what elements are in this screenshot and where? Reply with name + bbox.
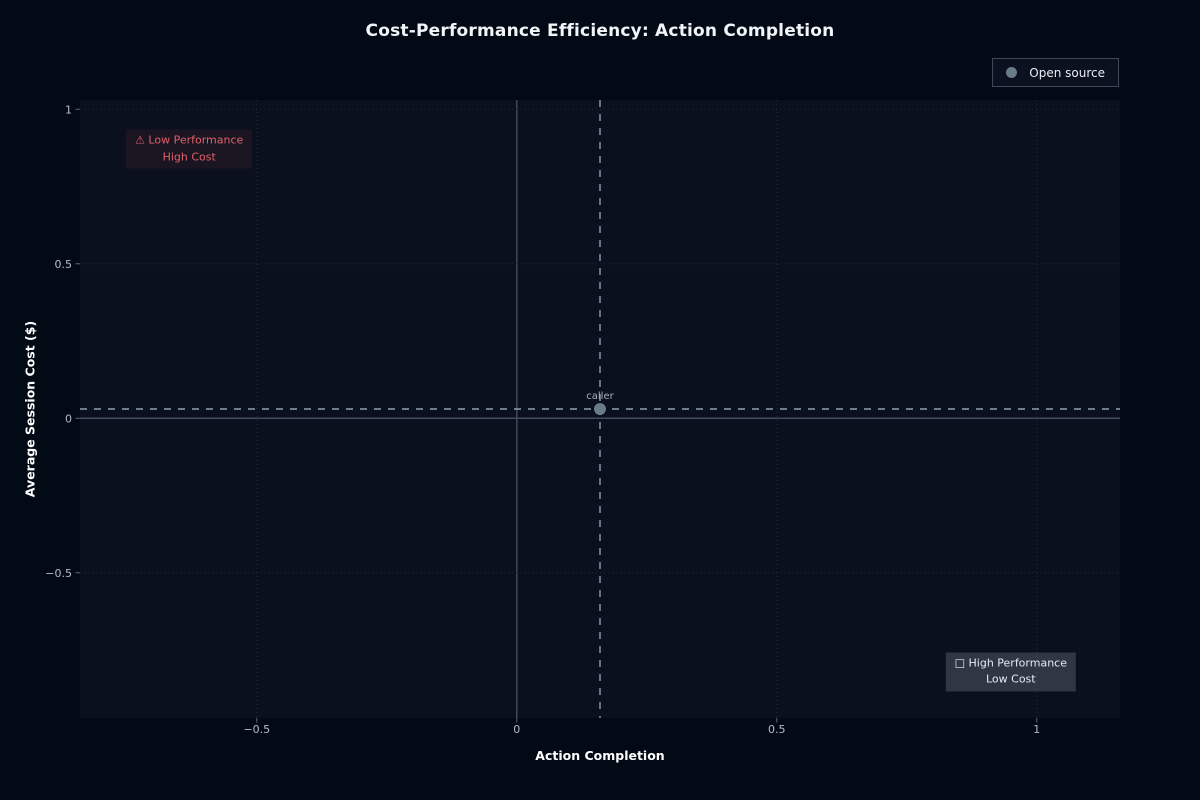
annotation-text: Low Cost xyxy=(985,672,1036,686)
legend-entry: Open source xyxy=(1006,66,1105,80)
x-tick-label: 0.5 xyxy=(768,723,786,736)
annotation-text: High Cost xyxy=(162,150,216,164)
warning-icon: ⚠ xyxy=(135,133,145,147)
annotation-text: High Performance xyxy=(965,656,1067,670)
data-point-caller xyxy=(594,403,606,415)
legend-label: Open source xyxy=(1029,65,1105,80)
chart-title: Cost-Performance Efficiency: Action Comp… xyxy=(365,21,835,41)
data-point-label: caller xyxy=(586,391,614,402)
legend-marker-icon xyxy=(1006,67,1018,78)
legend: Open source xyxy=(992,58,1119,87)
annotation-low-performance-high-cost: ⚠ Low Performance High Cost xyxy=(126,129,253,169)
y-tick-label: 0 xyxy=(65,412,72,425)
annotation-high-performance-low-cost: □ High Performance Low Cost xyxy=(945,652,1076,692)
annotation-text: Low Performance xyxy=(144,133,244,147)
y-tick-label: 1 xyxy=(65,103,72,116)
y-axis-label: Average Session Cost ($) xyxy=(22,320,38,498)
y-tick-label: 0.5 xyxy=(55,258,73,271)
x-tick-label: −0.5 xyxy=(243,723,270,736)
x-tick-label: 1 xyxy=(1033,723,1040,736)
y-tick-label: −0.5 xyxy=(45,567,72,580)
placeholder-square-icon: □ xyxy=(954,656,966,670)
x-tick-label: 0 xyxy=(513,723,520,736)
x-axis-label: Action Completion xyxy=(535,748,665,763)
